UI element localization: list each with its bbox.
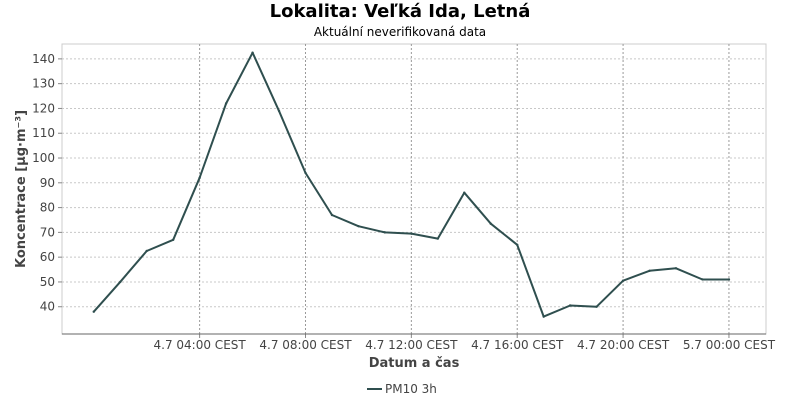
- chart-title: Lokalita: Veľká Ida, Letná: [269, 1, 531, 22]
- data-point: [171, 238, 175, 242]
- y-tick-label: 130: [32, 77, 55, 91]
- y-tick-label: 100: [32, 151, 55, 165]
- legend-label-pm10: PM10 3h: [385, 382, 437, 396]
- data-point: [119, 280, 122, 284]
- data-point: [674, 267, 678, 270]
- x-tick-label: 4.7 12:00 CEST: [365, 338, 458, 352]
- y-tick-label: 40: [40, 300, 55, 314]
- data-point: [436, 237, 440, 240]
- data-point: [357, 224, 360, 228]
- x-tick-label: 4.7 08:00 CEST: [259, 338, 352, 352]
- data-point: [92, 310, 95, 313]
- data-point: [251, 51, 254, 54]
- grid-lines: [62, 44, 766, 334]
- data-point: [648, 269, 651, 272]
- x-tick-label: 4.7 04:00 CEST: [154, 338, 247, 352]
- data-point: [516, 243, 519, 246]
- x-axis-title: Datum a čas: [369, 356, 460, 371]
- data-point: [224, 102, 228, 105]
- plot-area: [61, 43, 767, 335]
- legend: PM10 3h: [367, 382, 437, 396]
- y-tick-label: 60: [40, 250, 55, 264]
- data-point: [489, 222, 492, 225]
- y-tick-label: 110: [32, 126, 55, 140]
- y-tick-label: 90: [40, 176, 55, 190]
- data-point: [701, 278, 704, 281]
- data-point: [383, 231, 387, 234]
- data-point: [277, 109, 281, 113]
- data-point: [463, 191, 466, 194]
- data-point: [595, 305, 598, 308]
- series-group: [92, 51, 731, 318]
- x-tick-label: 4.7 20:00 CEST: [577, 338, 670, 352]
- data-point: [410, 232, 413, 235]
- data-point: [568, 304, 572, 307]
- tick-labels: 40 50 60 70 80 90 100 110 120 130 140 4.7 04:00 CES…: [32, 52, 776, 352]
- y-tick-label: 120: [32, 101, 55, 115]
- data-point: [145, 249, 148, 253]
- data-point: [304, 171, 307, 175]
- data-point: [727, 278, 731, 281]
- y-tick-label: 140: [32, 52, 55, 66]
- data-point: [198, 176, 201, 180]
- data-point: [542, 315, 545, 318]
- y-tick-label: 80: [40, 201, 55, 215]
- data-point: [330, 213, 334, 217]
- chart-subtitle: Aktuální neverifikovaná data: [313, 25, 487, 39]
- y-tick-label: 70: [40, 225, 55, 239]
- data-point: [621, 279, 625, 282]
- x-tick-label: 5.7 00:00 CEST: [683, 338, 776, 352]
- x-tick-label: 4.7 16:00 CEST: [471, 338, 564, 352]
- y-axis-title: Koncentrace [µg·m⁻³]: [14, 110, 29, 268]
- y-tick-label: 50: [40, 275, 55, 289]
